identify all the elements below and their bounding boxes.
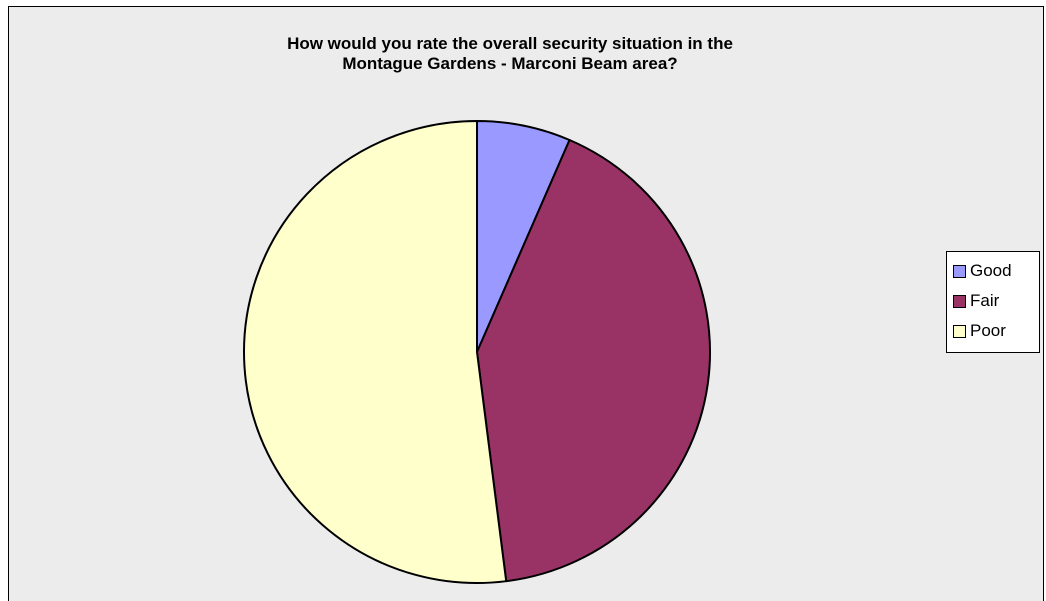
- chart-title-line-2: Montague Gardens - Marconi Beam area?: [342, 54, 678, 73]
- chart-legend: Good Fair Poor: [946, 251, 1040, 353]
- legend-item-good: Good: [947, 256, 1039, 286]
- legend-item-poor: Poor: [947, 316, 1039, 346]
- chart-title-line-1: How would you rate the overall security …: [287, 34, 733, 53]
- pie-slice-fair: [476, 139, 711, 583]
- chart-title: How would you rate the overall security …: [160, 34, 860, 74]
- legend-label-fair: Fair: [970, 291, 1000, 310]
- legend-label-good: Good: [970, 261, 1012, 280]
- legend-swatch-good: [953, 264, 966, 278]
- legend-label-poor: Poor: [970, 321, 1006, 340]
- legend-item-fair: Fair: [947, 286, 1039, 316]
- legend-swatch-fair: [953, 294, 966, 308]
- legend-swatch-poor: [953, 324, 966, 338]
- pie-slice-poor: [243, 120, 508, 584]
